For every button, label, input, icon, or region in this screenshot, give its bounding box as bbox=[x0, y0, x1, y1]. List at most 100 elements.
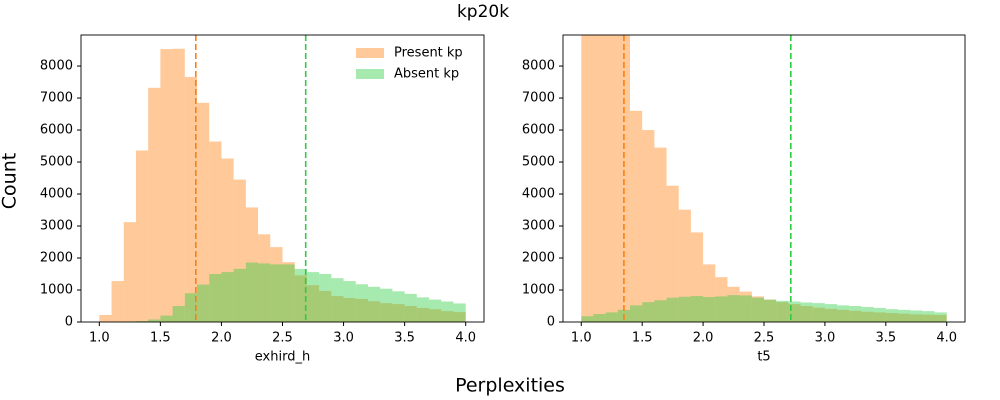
histogram-bar bbox=[160, 315, 173, 322]
histogram-bar bbox=[306, 285, 320, 322]
histogram-bar bbox=[367, 286, 381, 322]
histogram-bar bbox=[233, 268, 246, 322]
histogram-bar bbox=[429, 299, 442, 322]
histogram-bar bbox=[233, 179, 246, 322]
y-tick-label: 5000 bbox=[40, 155, 73, 170]
histogram-bar bbox=[861, 306, 874, 322]
y-tick-label: 5000 bbox=[522, 155, 555, 170]
histogram-bar bbox=[605, 35, 618, 322]
histogram-bar bbox=[776, 300, 789, 322]
histogram-bar bbox=[776, 302, 789, 322]
histogram-bar bbox=[306, 272, 320, 322]
histogram-bar bbox=[654, 147, 667, 322]
histogram-bar bbox=[678, 209, 691, 322]
legend-label: Present kp bbox=[394, 46, 463, 61]
histogram-bar bbox=[824, 308, 838, 322]
y-tick-label: 1000 bbox=[40, 283, 73, 298]
histogram-bar bbox=[380, 303, 393, 322]
histogram-bar bbox=[380, 288, 393, 322]
histogram-bar bbox=[294, 275, 307, 322]
histogram-bar bbox=[160, 49, 173, 322]
histogram-bar bbox=[630, 305, 643, 322]
histogram-bar bbox=[898, 309, 911, 322]
plot-area bbox=[99, 35, 466, 322]
histogram-bar bbox=[581, 316, 594, 322]
histogram-bar bbox=[666, 297, 679, 322]
histogram-bar bbox=[209, 274, 222, 322]
histogram-bar bbox=[441, 311, 454, 322]
histogram-bar bbox=[319, 290, 332, 322]
histogram-bar bbox=[764, 299, 777, 322]
legend-label: Absent kp bbox=[394, 67, 459, 82]
histogram-bar bbox=[739, 291, 752, 322]
histogram-bar bbox=[209, 141, 222, 322]
histogram-bar bbox=[184, 76, 198, 322]
histogram-bar bbox=[885, 313, 898, 322]
histogram-bar bbox=[727, 295, 740, 322]
histogram-bar bbox=[135, 150, 149, 322]
histogram-bar bbox=[270, 264, 283, 322]
histogram-bar bbox=[416, 297, 430, 322]
histogram-bar bbox=[221, 272, 234, 322]
y-tick-label: 2000 bbox=[40, 251, 73, 266]
histogram-bar bbox=[642, 302, 655, 322]
histogram-bar bbox=[715, 296, 728, 322]
histogram-bar bbox=[581, 35, 594, 322]
y-tick-label: 8000 bbox=[522, 59, 555, 74]
legend-swatch bbox=[356, 48, 384, 58]
histogram-bar bbox=[343, 298, 356, 322]
x-tick-label: 1.0 bbox=[571, 331, 592, 346]
x-tick-label: 2.5 bbox=[272, 331, 293, 346]
histogram-bar bbox=[764, 299, 777, 322]
histogram-bar bbox=[184, 293, 198, 322]
histogram-bar bbox=[837, 305, 850, 322]
histogram-bar bbox=[172, 306, 185, 322]
x-axis-title: Perplexities bbox=[455, 375, 565, 397]
histogram-bar bbox=[392, 304, 405, 322]
histogram-bar bbox=[258, 234, 271, 322]
histogram-bar bbox=[319, 274, 332, 322]
histogram-bar bbox=[812, 303, 825, 322]
histogram-bar bbox=[800, 302, 813, 322]
x-tick-label: 4.0 bbox=[455, 331, 476, 346]
legend-swatch bbox=[356, 69, 384, 79]
y-tick-label: 6000 bbox=[40, 123, 73, 138]
histogram-bar bbox=[258, 263, 271, 322]
histogram-bar bbox=[910, 314, 923, 322]
histogram-bar bbox=[282, 262, 295, 322]
plot-area bbox=[581, 35, 947, 322]
histogram-bar bbox=[873, 307, 886, 322]
histogram-bar bbox=[99, 314, 112, 322]
y-tick-label: 3000 bbox=[522, 219, 555, 234]
histogram-bar bbox=[331, 296, 344, 322]
x-tick-label: 1.5 bbox=[150, 331, 171, 346]
x-tick-label: 3.5 bbox=[394, 331, 415, 346]
histogram-bar bbox=[148, 319, 161, 322]
histogram-bar bbox=[392, 291, 405, 322]
histogram-bar bbox=[282, 264, 295, 322]
histogram-bar bbox=[824, 304, 838, 322]
y-tick-label: 0 bbox=[547, 315, 555, 330]
y-tick-label: 0 bbox=[65, 315, 73, 330]
histogram-bar bbox=[800, 306, 813, 322]
histogram-bar bbox=[885, 309, 898, 322]
histogram-bar bbox=[416, 307, 430, 322]
y-tick-label: 7000 bbox=[40, 91, 73, 106]
histogram-bar bbox=[404, 306, 417, 322]
histogram-bar bbox=[922, 311, 935, 322]
histogram-bar bbox=[910, 310, 923, 322]
histogram-bar bbox=[441, 301, 454, 322]
histogram-bar bbox=[922, 314, 935, 322]
histogram-bar bbox=[837, 309, 850, 322]
histogram-bar bbox=[593, 35, 606, 322]
histogram-bar bbox=[678, 296, 691, 322]
histogram-bar bbox=[751, 296, 764, 322]
x-tick-label: 3.0 bbox=[815, 331, 836, 346]
histogram-bar bbox=[630, 110, 643, 322]
histogram-bar bbox=[666, 185, 679, 322]
histogram-bar bbox=[111, 281, 124, 322]
histogram-bar bbox=[453, 312, 466, 322]
y-tick-label: 1000 bbox=[522, 283, 555, 298]
histogram-bar bbox=[739, 295, 752, 322]
x-axis-label: t5 bbox=[757, 350, 770, 365]
